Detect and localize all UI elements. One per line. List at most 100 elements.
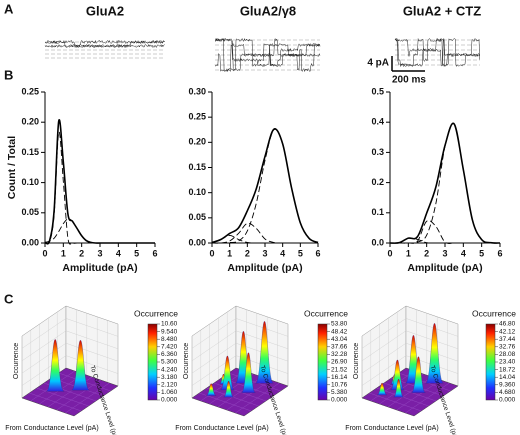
current-trace [214, 38, 321, 67]
colorbar-tick-label: 6.360 [161, 351, 178, 358]
colorbar-tick-label: 21.52 [331, 366, 348, 373]
x-tick-label: 1 [227, 248, 232, 258]
floor-grid [398, 372, 451, 392]
wall-grid [191, 330, 289, 361]
fit-curve [389, 122, 501, 244]
trace-title: GluA2 + CTZ [403, 3, 481, 18]
x-tick-label: 0 [42, 248, 47, 258]
panel-label: A [4, 1, 14, 16]
wall-grid [21, 318, 119, 349]
colorbar [485, 323, 496, 401]
x-tick-label: 4 [461, 248, 466, 258]
colorbar-tick-label: 43.04 [331, 336, 348, 343]
surface-peak [393, 378, 404, 398]
x-tick-label: 6 [497, 248, 502, 258]
colorbar-tick-label: 28.08 [499, 351, 516, 358]
x-tick-label: 4 [280, 248, 285, 258]
x-tick-label: 2 [424, 248, 429, 258]
panel-label: B [4, 67, 13, 82]
fit-curve [44, 119, 155, 245]
current-trace [394, 38, 480, 67]
x-tick-label: 3 [97, 248, 102, 258]
surface-peak [223, 380, 234, 398]
colorbar-tick-label: 23.40 [499, 359, 516, 366]
wall-grid [21, 342, 119, 374]
panel-label: C [4, 291, 14, 306]
wall-grid [191, 342, 289, 374]
surface-peak [411, 356, 426, 393]
colorbar-tick-label: 48.42 [331, 328, 348, 335]
colorbar-tick-label: 8.480 [161, 336, 178, 343]
y-tick-label: 0.5 [371, 86, 384, 96]
colorbar-tick-label: 18.72 [499, 366, 516, 373]
z-axis-label: Occurrence [353, 343, 360, 379]
component-curve [44, 218, 155, 244]
colorbar [147, 323, 158, 401]
colorbar-tick-label: 9.540 [161, 328, 178, 335]
colorbar-tick-label: 3.180 [161, 374, 178, 381]
wall-grid [361, 355, 459, 386]
trace-title: GluA2/γ8 [240, 3, 296, 18]
current-trace [214, 37, 321, 71]
wall-grid [191, 318, 289, 349]
x-tick-label: 4 [116, 248, 121, 258]
colorbar-tick-label: 37.44 [499, 336, 516, 343]
colorbar-tick-label: 4.680 [499, 389, 516, 396]
x-axis-label: From Conductance Level (pA) [345, 425, 438, 432]
fit-curve [211, 128, 319, 244]
x-tick-label: 6 [152, 248, 157, 258]
y-tick-label: 0.00 [188, 237, 206, 247]
wall-grid [361, 318, 459, 349]
y-tick-label: 0.4 [371, 117, 384, 127]
x-tick-label: 0 [387, 248, 392, 258]
y-tick-label: 0.05 [188, 212, 206, 222]
y-tick-label: 0.30 [188, 86, 206, 96]
colorbar-tick-label: 37.66 [331, 344, 348, 351]
x-tick-label: 1 [406, 248, 411, 258]
y-tick-label: 0.25 [21, 86, 39, 96]
wall-grid [21, 330, 119, 361]
colorbar-tick-label: 46.80 [499, 321, 516, 328]
colorbar-title: Occurrence [134, 308, 178, 318]
y-tick-label: 0.0 [371, 237, 384, 247]
surface-peak [390, 359, 405, 391]
x-tick-label: 3 [262, 248, 267, 258]
floor-grid [228, 372, 281, 392]
colorbar-title: Occurrence [472, 308, 516, 318]
colorbar [317, 323, 328, 401]
x-tick-label: 0 [209, 248, 214, 258]
y-tick-label: 0.1 [371, 207, 384, 217]
component-curve [211, 128, 319, 244]
surface-peak [241, 352, 256, 393]
wall-grid [191, 355, 289, 386]
colorbar-tick-label: 9.360 [499, 382, 516, 389]
y-tick-label: 0.20 [188, 137, 206, 147]
x-tick-label: 1 [61, 248, 66, 258]
y-tick-label: 0.00 [21, 237, 39, 247]
colorbar-tick-label: 0.000 [499, 397, 516, 404]
colorbar-tick-label: 7.420 [161, 344, 178, 351]
colorbar-tick-label: 10.76 [331, 382, 348, 389]
current-trace [215, 37, 321, 73]
colorbar-tick-label: 2.120 [161, 382, 178, 389]
x-axis-label: Amplitude (pA) [62, 262, 137, 274]
component-curve [390, 122, 501, 244]
colorbar-tick-label: 5.300 [161, 359, 178, 366]
surface-peak [71, 340, 90, 391]
y-tick-label: 0.15 [188, 162, 206, 172]
y-tick-label: 0.15 [21, 147, 39, 157]
colorbar-tick-label: 1.060 [161, 389, 178, 396]
current-trace [394, 37, 480, 67]
trace-title: GluA2 [86, 3, 124, 18]
wall-grid [361, 342, 459, 374]
colorbar-tick-label: 26.90 [331, 359, 348, 366]
surface-peak [377, 382, 388, 396]
x-tick-label: 5 [298, 248, 303, 258]
colorbar-tick-label: 42.12 [499, 328, 516, 335]
colorbar-tick-label: 32.28 [331, 351, 348, 358]
colorbar-tick-label: 10.60 [161, 321, 178, 328]
x-axis-label: From Conductance Level (pA) [5, 425, 98, 432]
y-tick-label: 0.10 [188, 187, 206, 197]
y-tick-label: 0.2 [371, 177, 384, 187]
wall-grid [21, 355, 119, 386]
